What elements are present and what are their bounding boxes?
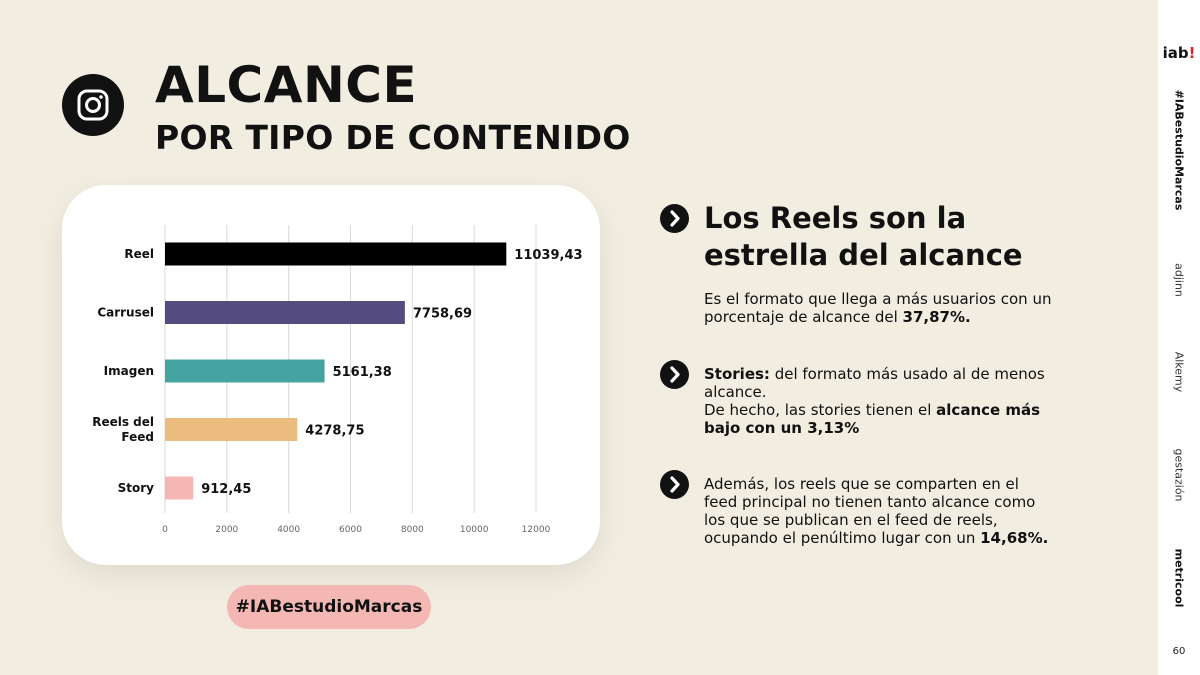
x-tick-label: 2000: [215, 525, 238, 535]
partner-logo-alkemy: Alkemy: [1172, 351, 1186, 393]
chevron-right-icon: [660, 470, 689, 499]
category-label: Feed: [121, 430, 154, 444]
bar: [165, 359, 325, 383]
data-label: 4278,75: [305, 424, 364, 439]
x-tick-label: 10000: [460, 525, 489, 535]
bar: [165, 301, 405, 324]
x-tick-label: 0: [162, 525, 168, 535]
category-label: Imagen: [104, 364, 154, 378]
x-tick-label: 12000: [522, 525, 551, 535]
x-tick-label: 4000: [277, 525, 300, 535]
bar: [165, 242, 507, 266]
iab-logo: iab!: [1162, 44, 1196, 62]
partner-logo-metricool: metricool: [1172, 548, 1186, 608]
page-title: ALCANCE: [155, 56, 418, 114]
chevron-right-icon: [660, 204, 689, 233]
data-label: 11039,43: [514, 248, 582, 263]
category-label: Carrusel: [97, 306, 154, 320]
category-label: Reel: [124, 247, 154, 261]
chart-card: 0 2000 4000 6000 8000 10000 12000 Reel 11039,43 C…: [62, 185, 600, 565]
sidebar-hashtag: #IABestudioMarcas: [1172, 89, 1186, 211]
category-label: Reels del: [92, 415, 154, 429]
bar: [165, 418, 298, 441]
data-label: 912,45: [201, 482, 251, 497]
chevron-right-icon: [660, 360, 689, 389]
bar: [165, 476, 194, 500]
insight-text: Además, los reels que se comparten en el…: [704, 475, 1049, 547]
insight-text: Stories: del formato más usado al de men…: [704, 365, 1045, 437]
page-number: 60: [1172, 646, 1186, 657]
x-tick-label: 8000: [401, 525, 424, 535]
partner-logo-gestazion: gestazión: [1172, 448, 1186, 502]
hashtag-badge: #IABestudioMarcas: [227, 585, 431, 629]
instagram-icon: [62, 74, 124, 136]
data-label: 7758,69: [413, 307, 472, 322]
partner-logo-adjinn: adjinn: [1172, 263, 1186, 297]
page-subtitle: POR TIPO DE CONTENIDO: [155, 118, 631, 157]
insight-text: Es el formato que llega a más usuarios c…: [704, 290, 1052, 326]
x-tick-label: 6000: [339, 525, 362, 535]
insight-headline: Los Reels son la estrella del alcance: [704, 201, 1023, 272]
category-label: Story: [118, 481, 155, 495]
data-label: 5161,38: [333, 365, 392, 380]
partner-sidebar: iab! #IABestudioMarcas adjinn Alkemy ges…: [1158, 0, 1200, 675]
bar-chart: 0 2000 4000 6000 8000 10000 12000 Reel 11039,43 C…: [92, 225, 583, 535]
